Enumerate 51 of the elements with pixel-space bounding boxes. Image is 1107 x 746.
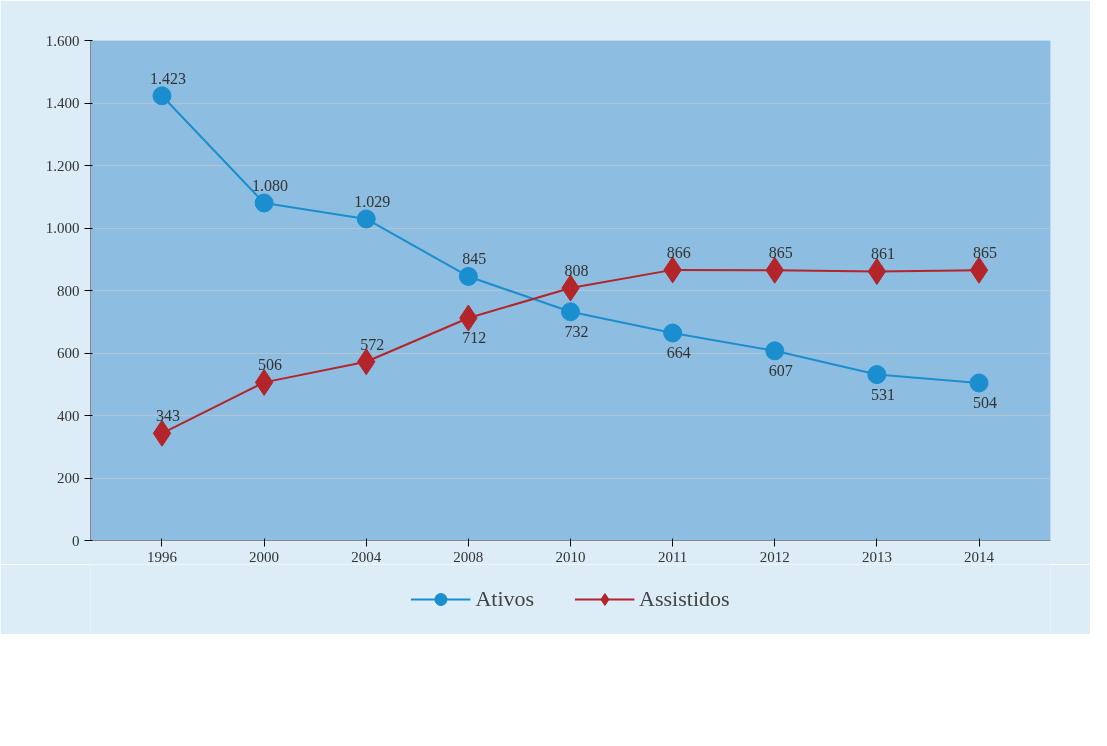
y-tick-label: 1.200 [45, 157, 80, 174]
data-label: 865 [768, 244, 793, 262]
point [969, 373, 989, 393]
data-label: 504 [973, 394, 998, 411]
data-label: 1.080 [252, 177, 289, 194]
y-tick-label: 1.600 [45, 32, 80, 49]
point [458, 266, 478, 286]
legend-label: Assistidos [639, 586, 730, 612]
point [867, 257, 887, 285]
y-tick-label: 200 [57, 470, 80, 486]
point [356, 209, 376, 229]
x-tick-label: 2000 [249, 548, 280, 565]
data-label: 343 [155, 407, 180, 425]
point [152, 86, 172, 106]
y-tick-label: 800 [57, 282, 80, 299]
point [867, 365, 887, 385]
data-label: 866 [666, 243, 691, 261]
point [969, 256, 989, 284]
x-tick-label: 2011 [657, 548, 688, 565]
point [152, 419, 172, 447]
y-tick-label: 400 [57, 407, 80, 424]
y-tick-label: 0 [72, 532, 80, 549]
data-label: 531 [870, 385, 895, 403]
data-label: 845 [462, 250, 487, 268]
x-tick-label: 1996 [146, 548, 178, 565]
data-label: 1.029 [354, 192, 391, 210]
data-label: 607 [768, 361, 793, 379]
point [561, 302, 580, 322]
x-tick-label: 2004 [351, 548, 382, 565]
legend-label: Ativos [475, 586, 535, 612]
data-label: 1.423 [149, 69, 186, 87]
data-label: 732 [564, 322, 589, 340]
x-tick-label: 2013 [861, 548, 892, 565]
point [663, 323, 683, 343]
x-tick-label: 2008 [453, 548, 484, 565]
data-label: 808 [564, 262, 589, 279]
x-tick-label: 2012 [759, 548, 790, 565]
data-label: 572 [360, 335, 385, 353]
data-label: 664 [666, 344, 691, 361]
x-tick-label: 2010 [555, 548, 586, 565]
point [765, 341, 785, 361]
data-label: 861 [870, 245, 895, 263]
data-label: 506 [258, 356, 283, 374]
data-label: 865 [973, 244, 998, 262]
data-label: 712 [462, 329, 487, 346]
point [254, 368, 274, 396]
y-tick-label: 1.400 [45, 95, 80, 111]
y-tick-label: 1.000 [45, 220, 80, 236]
y-tick-label: 600 [57, 345, 80, 361]
point [254, 193, 274, 213]
x-tick-label: 2014 [964, 548, 995, 565]
